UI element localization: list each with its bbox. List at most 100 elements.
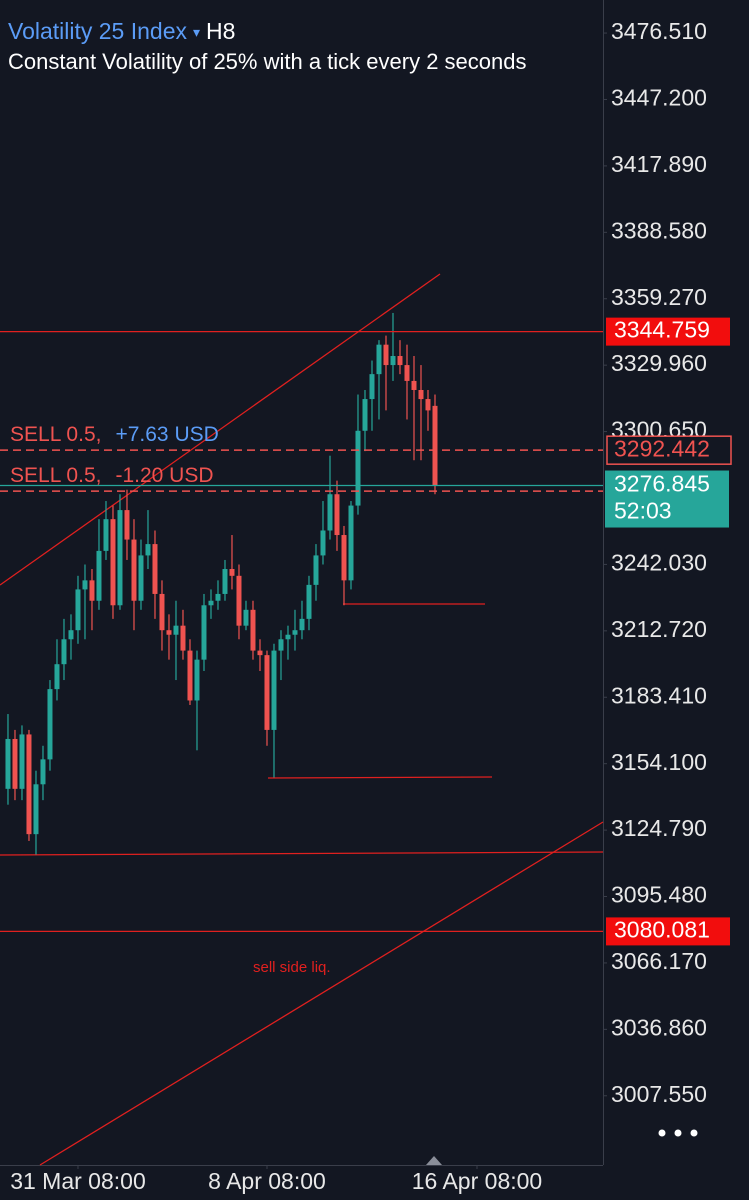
y-tick-label: 3242.030 — [611, 549, 707, 575]
candle-body — [26, 734, 32, 835]
candle-body — [376, 344, 382, 375]
candle-body — [229, 569, 235, 576]
candle-body — [320, 530, 326, 556]
candle-body — [89, 580, 95, 601]
trend-line — [39, 821, 604, 1166]
candle-body — [397, 356, 403, 366]
candle-body — [292, 630, 298, 635]
candle-body — [390, 356, 396, 366]
candle-body — [432, 405, 438, 486]
menu-dot[interactable] — [658, 1129, 666, 1137]
candle-body — [348, 505, 354, 581]
order-price-box — [606, 435, 732, 465]
candle-body — [222, 569, 228, 594]
y-tick-label: 3066.170 — [611, 948, 707, 974]
level-line — [267, 776, 493, 779]
candle-body — [124, 510, 130, 540]
trend-line — [0, 273, 441, 586]
current-price-label: 3276.845 — [614, 471, 710, 497]
symbol-dropdown[interactable]: ▾ — [193, 24, 200, 40]
y-tick-label: 3212.720 — [611, 616, 707, 642]
order-side: SELL 0.5, — [10, 423, 101, 446]
candle-body — [215, 593, 221, 601]
candle-body — [404, 365, 410, 381]
candle-body — [201, 605, 207, 660]
order-pnl: -1.20 USD — [115, 464, 213, 487]
x-tick-label: 31 Mar 08:00 — [10, 1168, 146, 1194]
candle-body — [75, 589, 81, 631]
candle-body — [173, 625, 179, 635]
candle-body — [355, 430, 361, 506]
candle-body — [208, 600, 214, 606]
candle-body — [411, 380, 417, 390]
candle-body — [383, 344, 389, 366]
chart-subtitle: Constant Volatility of 25% with a tick e… — [8, 49, 526, 74]
menu-dot[interactable] — [690, 1129, 698, 1137]
menu-dot[interactable] — [674, 1129, 682, 1137]
plot: 3476.510 3447.200 3417.890 3388.580 3359.270… — [0, 18, 732, 1194]
candle-body — [187, 650, 193, 701]
candle-body — [425, 399, 431, 411]
candle-body — [341, 535, 347, 581]
current-price-box — [605, 470, 729, 528]
candle-body — [194, 659, 200, 701]
order-pnl: +7.63 USD — [115, 423, 218, 446]
candle-body — [19, 734, 25, 789]
y-tick-label: 3036.860 — [611, 1014, 707, 1040]
candle-body — [12, 738, 18, 789]
candle-body — [257, 650, 263, 656]
y-tick-label: 3095.480 — [611, 882, 707, 908]
candle-body — [166, 630, 172, 635]
y-tick-label: 3183.410 — [611, 682, 707, 708]
candle-body — [299, 618, 305, 631]
symbol[interactable]: Volatility 25 Index — [8, 18, 188, 44]
scroll-handle[interactable] — [426, 1156, 442, 1165]
candle-body — [61, 639, 67, 665]
candle-body — [96, 550, 102, 601]
candle-body — [250, 609, 256, 651]
price-label-box — [606, 317, 730, 346]
candle-body — [47, 689, 53, 760]
x-tick-label: 8 Apr 08:00 — [208, 1168, 326, 1194]
candle-body — [271, 650, 277, 730]
candle-body — [306, 584, 312, 619]
candle-body — [159, 593, 165, 631]
y-tick-label: 3447.200 — [611, 85, 707, 111]
candle-body — [243, 609, 249, 626]
order-label: SELL 0.5, -1.20 USD — [10, 464, 214, 487]
y-tick-label: 3417.890 — [611, 151, 707, 177]
y-tick-label: 3388.580 — [611, 217, 707, 243]
candle-body — [418, 389, 424, 400]
annotation: sell side liq. — [253, 959, 331, 976]
timeframe[interactable]: H8 — [206, 18, 235, 44]
candle-body — [264, 655, 270, 730]
price-label-box — [606, 917, 730, 946]
order-label: SELL 0.5, +7.63 USD — [10, 423, 219, 446]
candle-body — [334, 494, 340, 536]
candle-body — [131, 539, 137, 601]
y-tick-label: 3476.510 — [611, 18, 707, 44]
candle-body — [180, 625, 186, 651]
level-line — [0, 851, 604, 856]
candle-body — [362, 399, 368, 431]
price-label: 3344.759 — [614, 317, 710, 343]
candle-body — [369, 374, 375, 400]
candle-body — [40, 759, 46, 785]
y-tick-label: 3359.270 — [611, 284, 707, 310]
candle-body — [68, 630, 74, 640]
candle-body — [138, 555, 144, 601]
order-side: SELL 0.5, — [10, 464, 101, 487]
y-tick-label: 3124.790 — [611, 815, 707, 841]
candle-body — [285, 634, 291, 640]
x-tick-label: 16 Apr 08:00 — [412, 1168, 542, 1194]
candle-body — [33, 784, 39, 835]
chart-title: Volatility 25 Index ▾ H8 — [8, 18, 235, 44]
y-tick-label: 3007.550 — [611, 1081, 707, 1107]
candle-body — [278, 639, 284, 651]
candle-body — [110, 519, 116, 606]
candle-body — [236, 575, 242, 626]
y-tick-label: 3329.960 — [611, 350, 707, 376]
